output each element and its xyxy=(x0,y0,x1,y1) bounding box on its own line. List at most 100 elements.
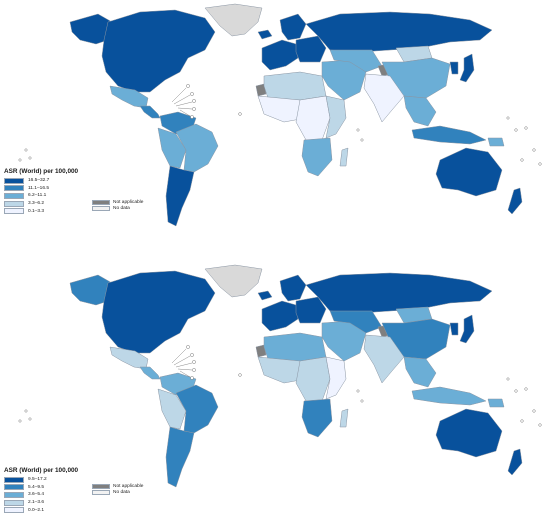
region-western-sahara xyxy=(255,83,267,97)
caribbean-callouts xyxy=(171,87,193,117)
region-alaska xyxy=(69,274,113,306)
legend-swatch xyxy=(4,491,24,498)
legend-label: 0.0–2.1 xyxy=(28,507,45,513)
region-peru-bolivia xyxy=(157,127,187,169)
na-legend-top: Not applicable No data xyxy=(92,199,143,212)
legend-row: No data xyxy=(92,206,143,213)
region-new-zealand xyxy=(507,448,523,476)
map-panel-top: ASR (World) per 100,000 16.5–32.7 11.1–1… xyxy=(4,3,542,227)
region-madagascar xyxy=(339,147,349,167)
region-argentina-chile xyxy=(165,426,195,488)
legend-row: 11.1–16.5 xyxy=(4,185,78,193)
legend-label: 2.1–3.6 xyxy=(28,500,45,506)
region-scandinavia xyxy=(279,13,307,41)
legend-label: 0.1–3.3 xyxy=(28,208,45,214)
legend-title: ASR (World) per 100,000 xyxy=(4,467,79,474)
map-panel-bottom: ASR (World) per 100,000 9.5–17.2 5.4–9.5… xyxy=(0,261,550,523)
region-north-africa xyxy=(263,71,327,101)
legend-swatch xyxy=(4,192,24,199)
legend-swatch xyxy=(92,490,110,496)
region-north-africa xyxy=(263,332,327,362)
legend-label: No data xyxy=(113,206,130,212)
legend-title: ASR (World) per 100,000 xyxy=(4,168,79,175)
region-southeast-asia xyxy=(403,356,437,388)
legend-row: 5.4–9.5 xyxy=(4,484,78,492)
region-southeast-asia xyxy=(403,95,437,127)
legend-row: No data xyxy=(92,490,143,497)
region-korea xyxy=(449,61,459,75)
region-southern-africa xyxy=(301,398,333,438)
legend-swatch xyxy=(92,483,110,489)
legend-label: No data xyxy=(113,490,130,496)
region-india xyxy=(363,73,405,123)
legend-swatch xyxy=(92,199,110,205)
region-argentina-chile xyxy=(165,165,195,227)
legend-label: 5.4–9.5 xyxy=(28,484,45,490)
region-western-europe xyxy=(261,300,299,332)
legend-row: 2.1–3.6 xyxy=(4,499,78,507)
region-greenland xyxy=(204,264,263,298)
legend-swatch xyxy=(4,185,24,192)
region-brazil xyxy=(175,384,219,434)
legend-label: Not applicable xyxy=(113,483,144,489)
legend-swatch xyxy=(4,177,24,184)
legend-row: Not applicable xyxy=(92,483,143,490)
region-central-asia xyxy=(329,49,383,73)
na-legend-bottom: Not applicable No data xyxy=(92,483,143,496)
region-central-asia xyxy=(329,310,383,334)
legend-label: 6.2–11.1 xyxy=(28,193,47,199)
legend-row: 0.0–2.1 xyxy=(4,506,78,514)
legend-label: 9.5–17.2 xyxy=(28,477,47,483)
legend-swatch xyxy=(4,507,24,514)
region-iceland xyxy=(257,29,273,40)
legend-label: 3.6–5.4 xyxy=(28,492,45,498)
region-madagascar xyxy=(339,408,349,428)
legend-swatch xyxy=(4,484,24,491)
region-central-africa xyxy=(295,95,331,141)
region-peru-bolivia xyxy=(157,388,187,430)
legend-swatch xyxy=(92,206,110,212)
world-map-bottom xyxy=(18,264,542,488)
legend-top: ASR (World) per 100,000 16.5–32.7 11.1–1… xyxy=(4,168,78,215)
region-mexico xyxy=(109,85,149,109)
legend-row: Not applicable xyxy=(92,199,143,206)
region-greenland xyxy=(204,3,263,37)
region-central-africa xyxy=(295,356,331,402)
legend-label: 11.1–16.5 xyxy=(28,185,49,191)
legend-row: 16.5–32.7 xyxy=(4,177,78,185)
legend-bottom: ASR (World) per 100,000 9.5–17.2 5.4–9.5… xyxy=(4,467,78,514)
region-western-sahara xyxy=(255,344,267,358)
region-central-america xyxy=(139,105,161,119)
caribbean-callouts xyxy=(171,348,193,378)
region-india xyxy=(363,334,405,384)
legend-row: 9.5–17.2 xyxy=(4,476,78,484)
legend-swatch xyxy=(4,499,24,506)
region-central-america xyxy=(139,366,161,380)
legend-row: 0.1–3.3 xyxy=(4,207,78,215)
island-markers xyxy=(18,345,542,427)
legend-row: 3.6–5.4 xyxy=(4,491,78,499)
island-markers xyxy=(18,84,542,166)
region-mexico xyxy=(109,346,149,370)
legend-swatch xyxy=(4,208,24,215)
region-australia xyxy=(435,147,503,197)
region-brazil xyxy=(175,123,219,173)
region-west-africa xyxy=(257,356,307,384)
region-png xyxy=(487,137,505,147)
legend-swatch xyxy=(4,476,24,483)
region-north-america xyxy=(101,270,216,354)
region-japan xyxy=(459,53,475,83)
region-scandinavia xyxy=(279,274,307,302)
world-map-top xyxy=(18,3,542,227)
region-korea xyxy=(449,322,459,336)
legend-row: 3.3–6.2 xyxy=(4,200,78,208)
legend-label: 3.3–6.2 xyxy=(28,201,45,207)
region-australia xyxy=(435,408,503,458)
region-japan xyxy=(459,314,475,344)
region-alaska xyxy=(69,13,113,45)
region-iceland xyxy=(257,290,273,301)
region-southern-africa xyxy=(301,137,333,177)
region-png xyxy=(487,398,505,408)
region-indonesia xyxy=(411,386,487,406)
legend-row: 6.2–11.1 xyxy=(4,192,78,200)
